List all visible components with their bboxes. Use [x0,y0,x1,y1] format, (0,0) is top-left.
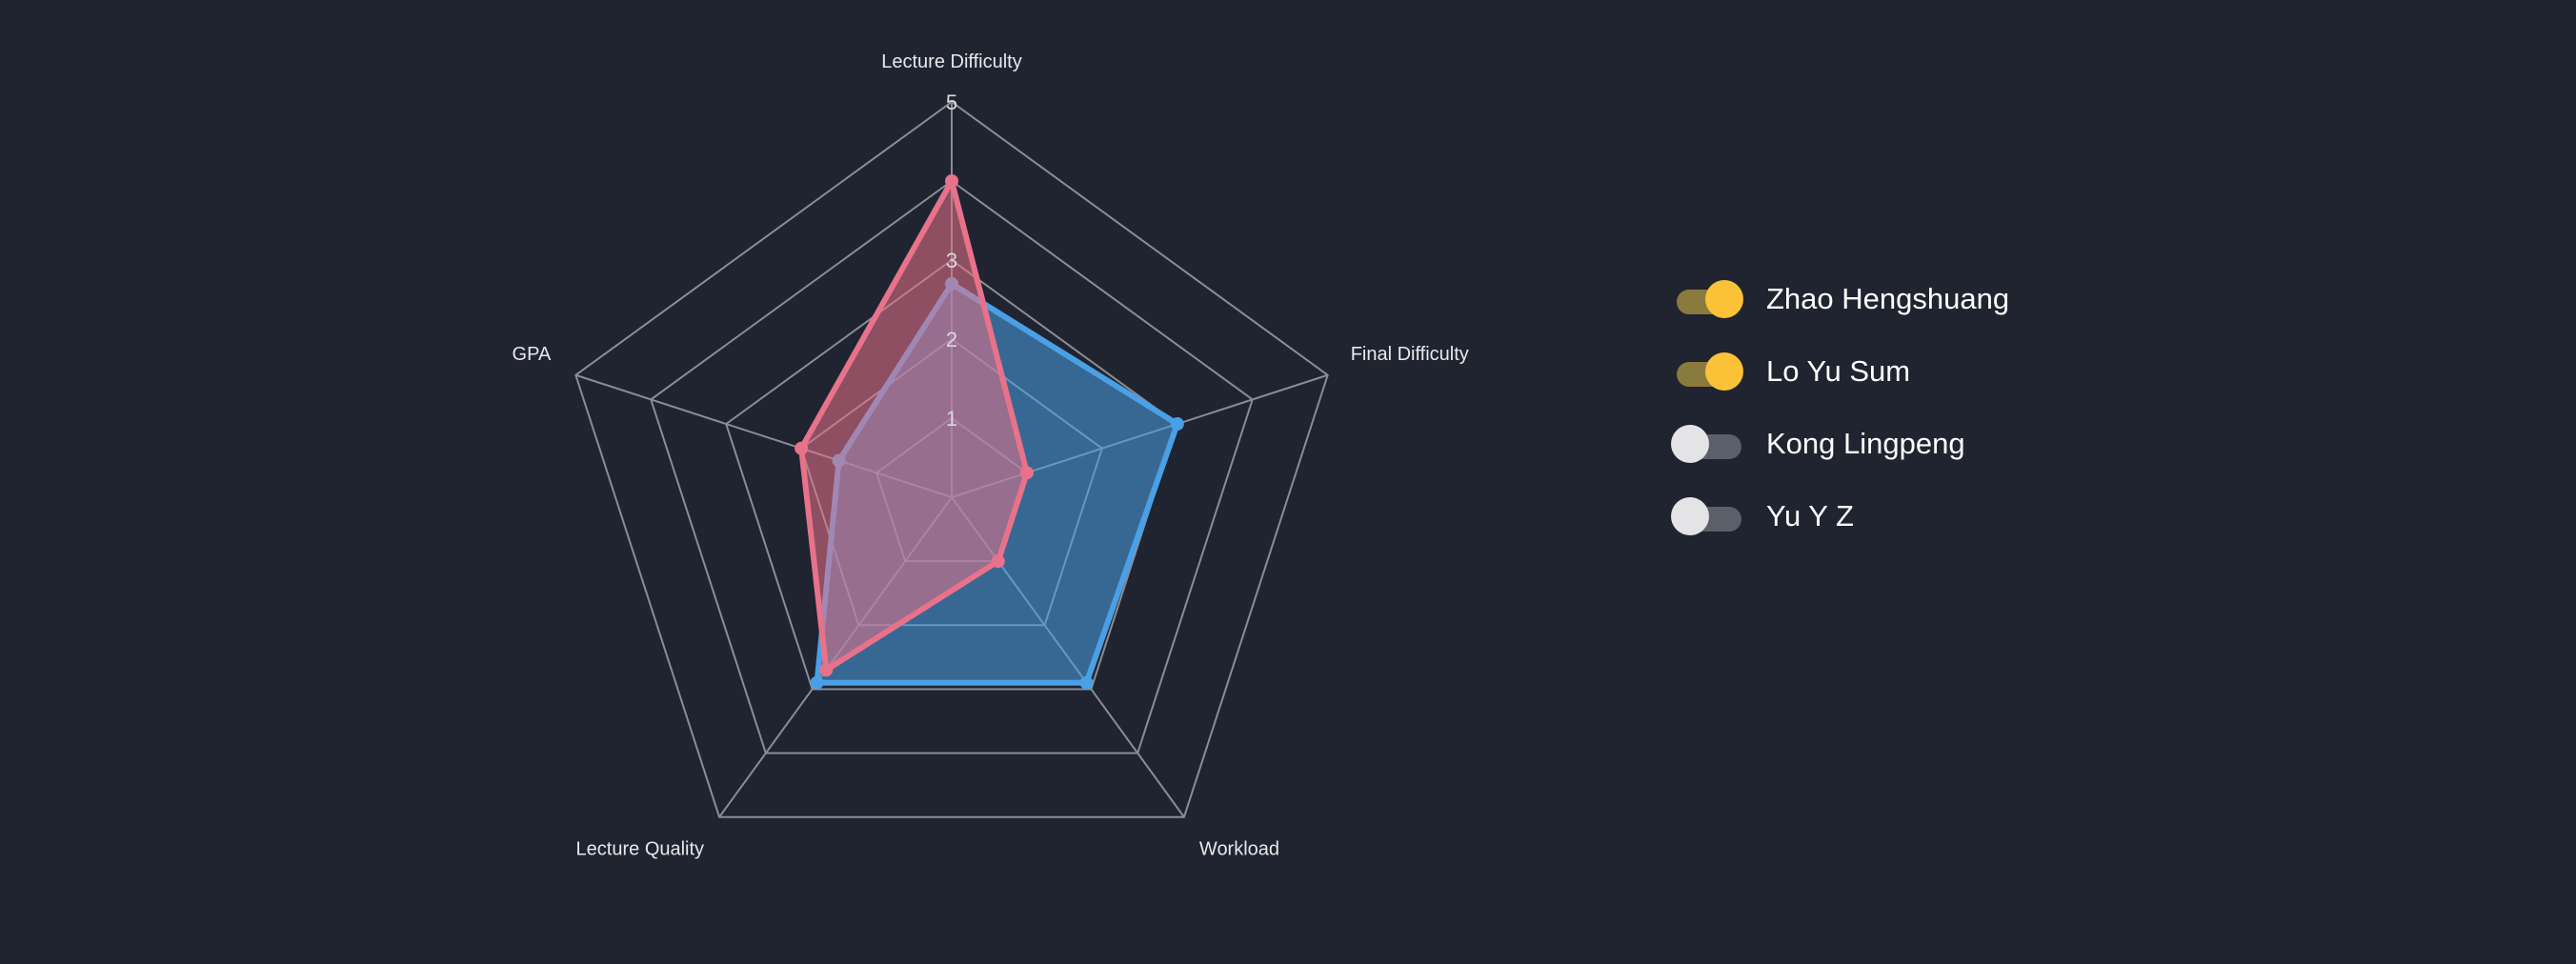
axis-label: GPA [513,344,552,365]
data-point [991,554,1005,569]
tick-label: 5 [946,90,957,114]
legend-item-kong-lingpeng[interactable]: Kong Lingpeng [1671,425,2009,463]
legend-label: Lo Yu Sum [1766,354,1911,388]
toggle-switch[interactable] [1671,280,1743,318]
toggle-switch[interactable] [1671,425,1743,463]
legend-label: Yu Y Z [1766,499,1854,532]
legend-item-yu-y-z[interactable]: Yu Y Z [1671,497,2009,535]
axis-label: Lecture Quality [576,839,705,860]
grid-ring [725,258,1178,691]
axis-label: Lecture Difficulty [881,51,1021,72]
data-point [795,441,809,455]
toggle-switch[interactable] [1671,352,1743,391]
tick-label: 2 [946,328,957,351]
axis-label: Workload [1199,839,1279,860]
series-area [798,178,1030,673]
tick-label: 1 [946,407,957,431]
data-point [810,675,824,690]
legend-item-zhao-hengshuang[interactable]: Zhao Hengshuang [1671,280,2009,318]
data-point [1019,466,1034,480]
legend-label: Zhao Hengshuang [1766,282,2010,315]
axis-label: Final Difficulty [1351,344,1469,365]
legend-label: Kong Lingpeng [1766,427,1965,460]
data-point [1170,417,1184,432]
legend-item-lo-yu-sum[interactable]: Lo Yu Sum [1671,352,2009,391]
toggle-switch[interactable] [1671,497,1743,535]
legend: Zhao Hengshuang Lo Yu Sum Kong Lingpeng … [1671,280,2009,535]
data-point [1079,675,1094,690]
tick-label: 3 [946,249,957,272]
data-point [945,174,958,188]
grid-ring [650,179,1254,754]
grid-ring [574,100,1329,818]
radar-chart: 1 2 3 5 Lecture Difficulty Final Difficulty Wo… [513,51,1469,860]
data-point [819,663,834,677]
